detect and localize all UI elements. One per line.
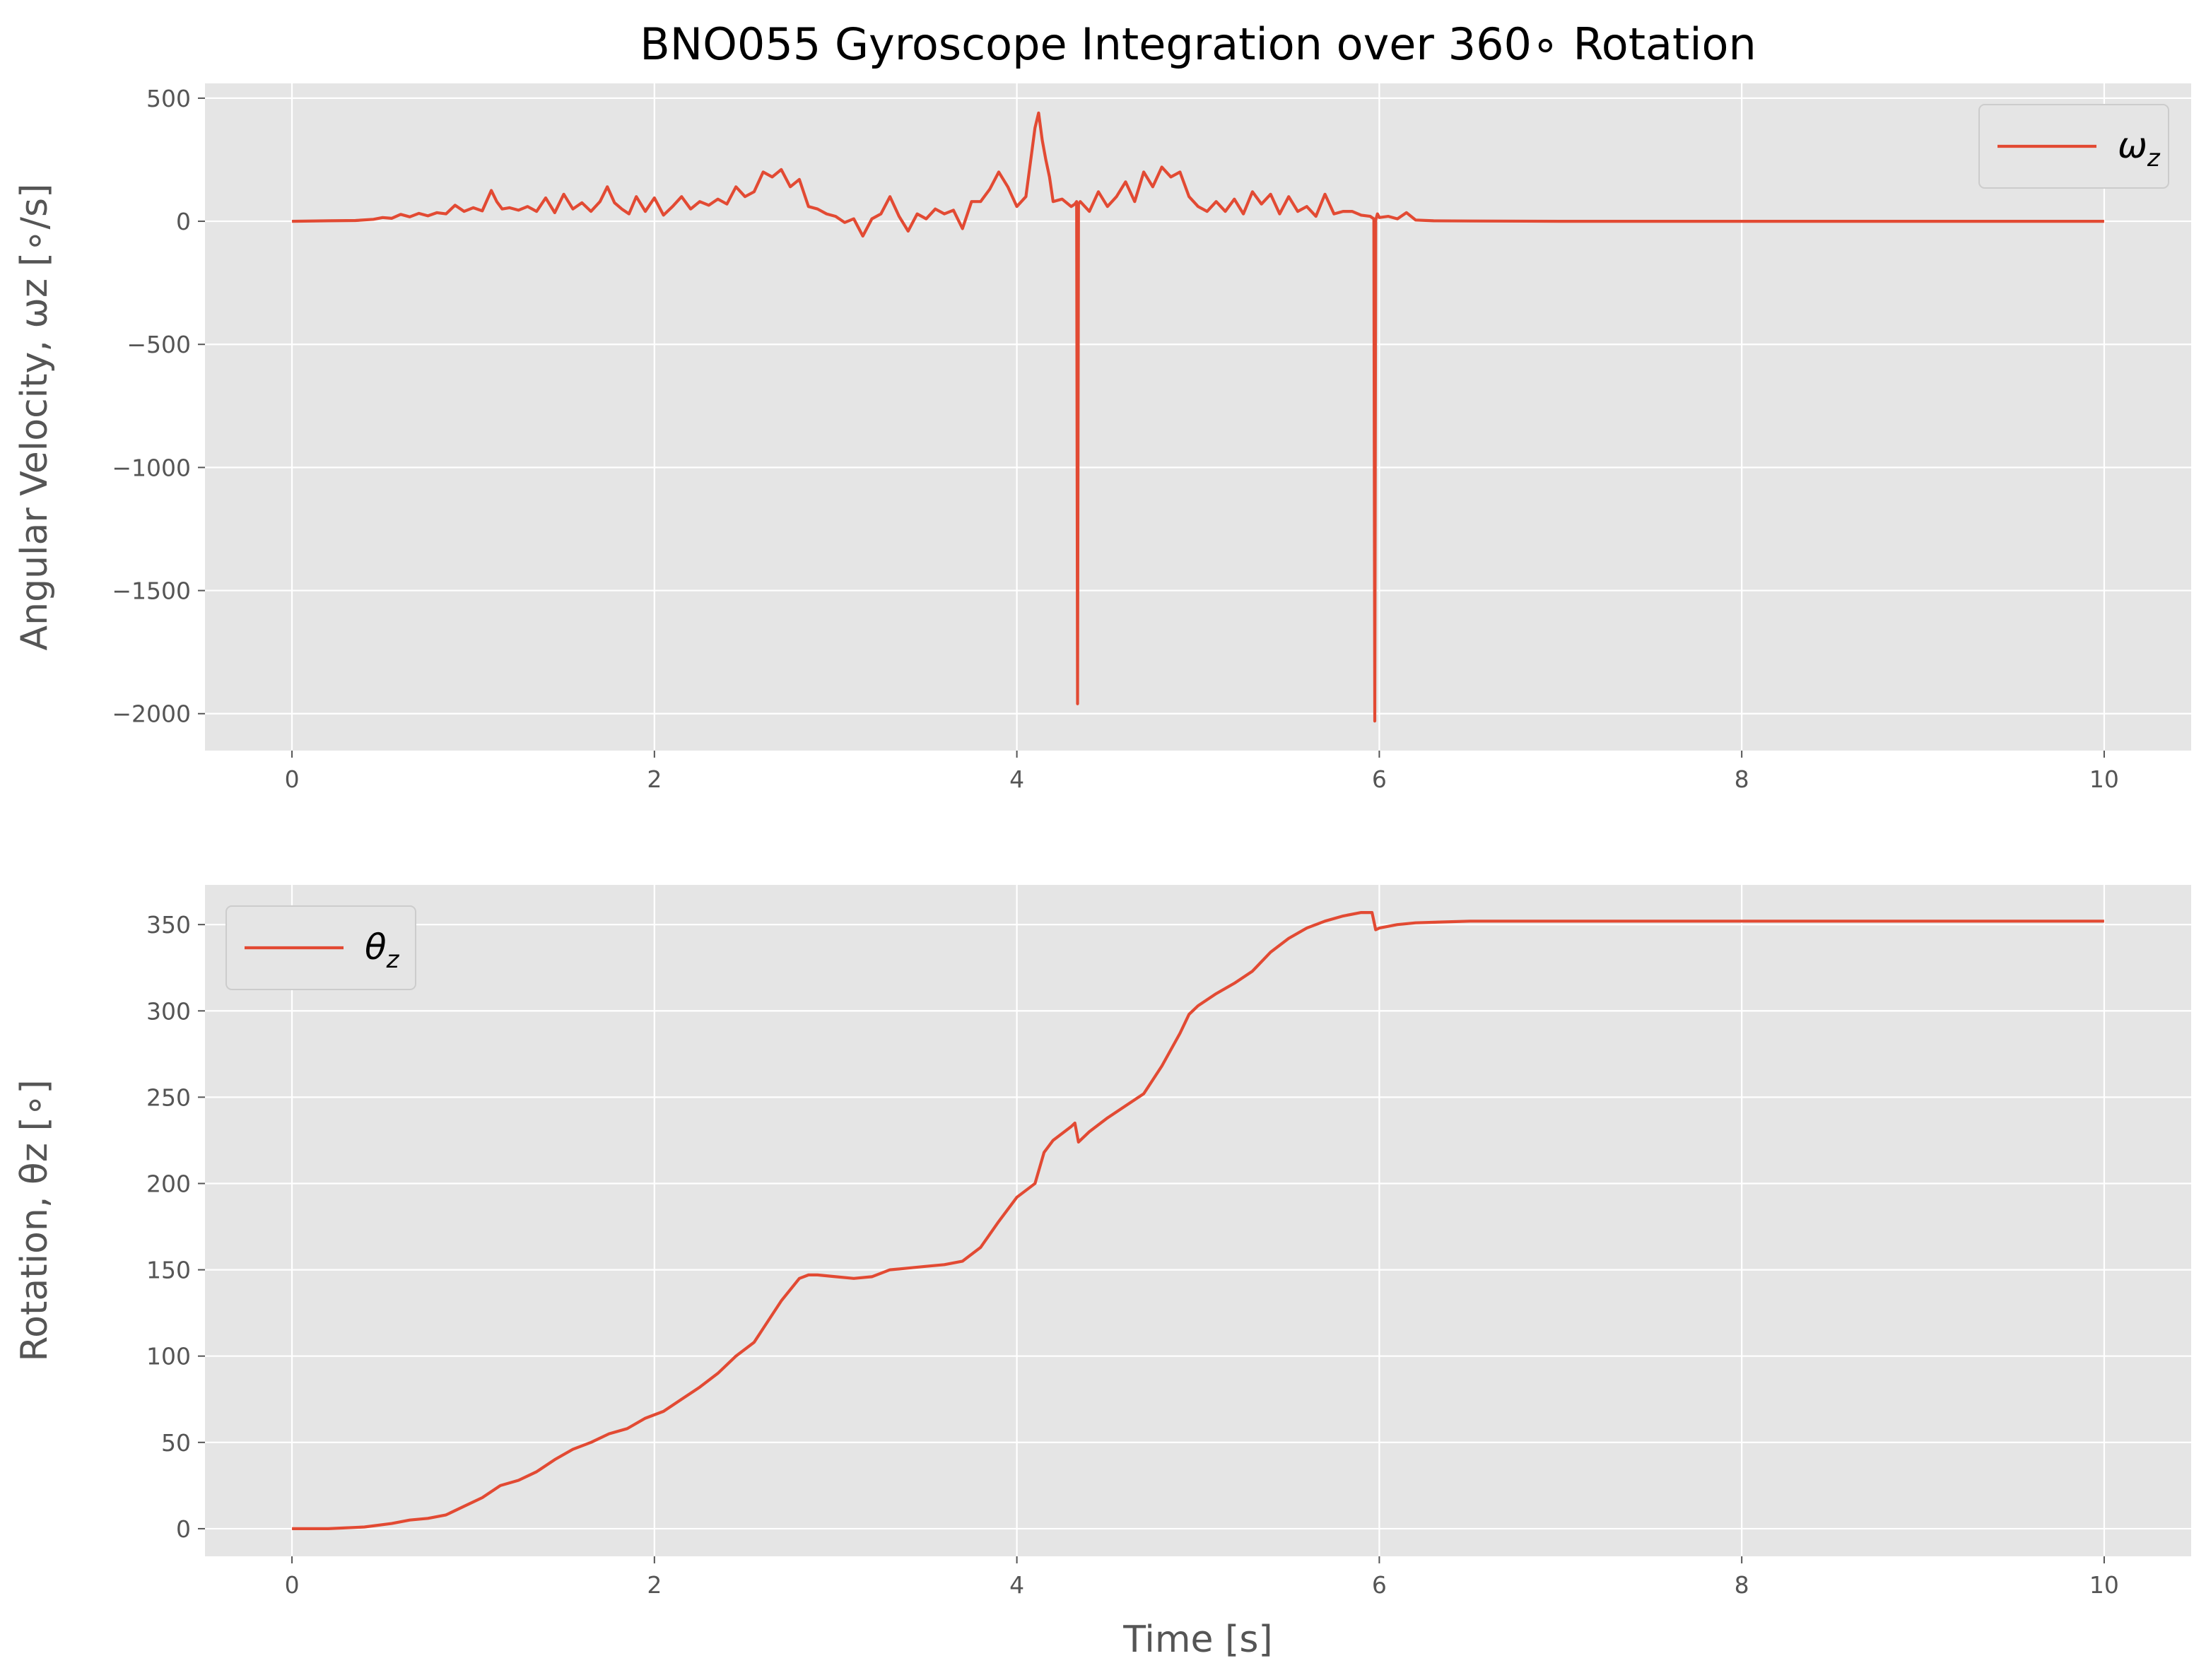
x-tick-label: 2 — [647, 1571, 662, 1599]
legend-label: ωz — [2118, 125, 2161, 172]
legend: θz — [225, 905, 416, 990]
y-tick-label: 500 — [146, 85, 191, 112]
x-tick-label: 10 — [2089, 765, 2119, 793]
x-tick-label: 4 — [1009, 765, 1024, 793]
y-tick-label: 0 — [176, 1515, 191, 1543]
y-tick-label: −500 — [127, 331, 191, 358]
y-tick-label: −2000 — [112, 700, 191, 728]
x-tick-label: 0 — [285, 1571, 300, 1599]
y-tick-label: 300 — [146, 997, 191, 1025]
y-tick-label: 150 — [146, 1257, 191, 1284]
plot-background — [205, 83, 2191, 751]
y-tick-label: 0 — [176, 208, 191, 235]
y-tick-label: 250 — [146, 1083, 191, 1111]
x-tick-label: 2 — [647, 765, 662, 793]
x-tick-label: 6 — [1372, 765, 1387, 793]
x-tick-label: 4 — [1009, 1571, 1024, 1599]
series-line-0-0 — [292, 111, 2104, 723]
y-tick-label: −1500 — [112, 577, 191, 605]
legend-symbol: ω — [2118, 125, 2147, 166]
x-axis-label: Time [s] — [1122, 1619, 1272, 1661]
y-tick-label: 50 — [161, 1429, 191, 1457]
subplot-0: 0 2 4 6 8 10 500 0 −500 −1000 −1500 −2000 Angular Ve… — [13, 83, 2191, 793]
legend-label: θz — [365, 927, 400, 974]
plot-background — [205, 885, 2191, 1556]
y-tick-label: 100 — [146, 1343, 191, 1370]
y-tick-label: 350 — [146, 911, 191, 939]
x-tick-label: 10 — [2089, 1571, 2119, 1599]
legend: ωz — [1978, 104, 2169, 189]
x-tick-label: 0 — [285, 765, 300, 793]
y-tick-label: 200 — [146, 1170, 191, 1197]
x-tick-label: 6 — [1372, 1571, 1387, 1599]
chart-title: BNO055 Gyroscope Integration over 360∘ R… — [640, 18, 1756, 70]
x-tick-label: 8 — [1735, 765, 1749, 793]
y-axis-label: Angular Velocity, ωz [∘/s] — [13, 184, 56, 651]
x-tick-label: 8 — [1735, 1571, 1749, 1599]
legend-symbol: θ — [365, 927, 387, 968]
series-line-1-0 — [292, 910, 2104, 1530]
y-tick-label: −1000 — [112, 454, 191, 481]
legend-subscript: z — [386, 946, 400, 974]
y-axis-label: Rotation, θz [∘] — [13, 1079, 56, 1361]
legend-subscript: z — [2147, 144, 2161, 172]
